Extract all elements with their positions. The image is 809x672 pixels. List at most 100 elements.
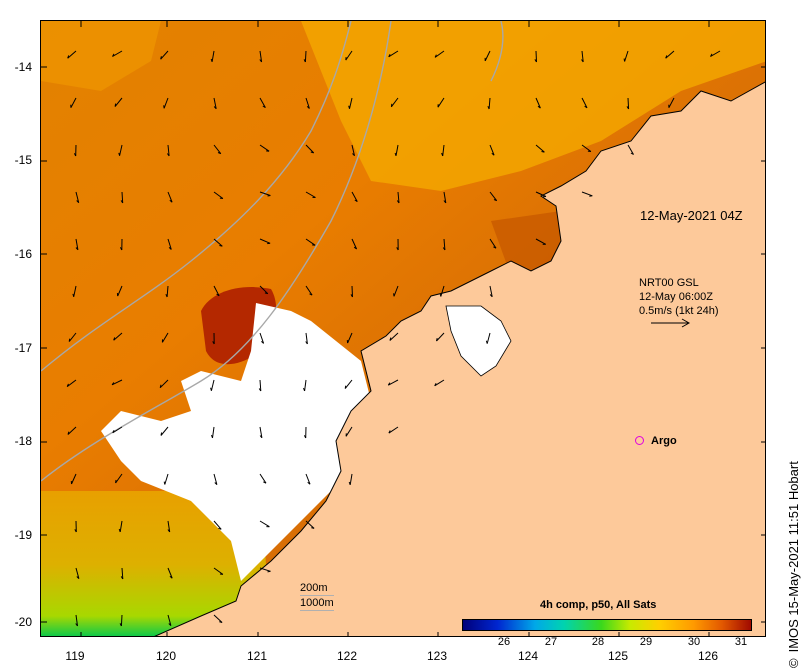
current-vector-head [165,294,168,298]
current-vector-head [589,195,593,197]
current-vector-arrow [393,285,399,297]
current-vector-arrow [121,191,124,204]
x-tick-label: 119 [65,649,85,663]
current-vector-head [354,199,358,203]
current-vector-arrow [710,50,721,57]
current-vector-arrow [345,50,353,61]
current-vector-arrow [259,520,270,528]
current-vector-head [348,105,350,109]
current-vector-arrow [486,332,491,344]
vector-product: NRT00 GSL [639,277,699,289]
current-vector-arrow [161,332,169,343]
current-vector-head [76,200,80,204]
current-vector-head [307,481,311,485]
current-vector-arrow [395,144,399,156]
current-vector-head [388,53,391,58]
colorbar-title: 4h comp, p50, All Sats [540,599,657,611]
current-vector-head [113,337,116,341]
current-vector-arrow [443,238,446,251]
patch-northwest [41,21,161,91]
current-vector-head [214,482,218,485]
x-tick-label: 126 [697,649,719,663]
argo-marker[interactable]: Argo [635,435,677,447]
current-vector-head [112,53,115,57]
current-vector-arrow [167,144,170,156]
current-vector-head [305,341,308,345]
current-vector-head [217,152,221,155]
current-vector-head [626,106,630,110]
current-vector-arrow [73,285,77,297]
current-vector-arrow [484,50,491,62]
inlet-cloud [445,305,512,377]
current-vectors [66,50,721,627]
y-tick-label: -15 [14,153,32,167]
current-vector-arrow [113,332,123,341]
current-vector-arrow [163,97,169,109]
depth-200m-label: 200m [300,582,334,596]
current-vector-arrow [212,426,215,438]
current-vector-head [389,337,392,341]
current-vector-arrow [167,238,172,250]
current-vector-arrow [259,97,266,108]
current-vector-arrow [70,97,77,108]
colorbar-tick: 28 [591,636,605,648]
y-tick-label: -17 [14,341,32,355]
current-vector-head [442,247,446,251]
depth-contour-1000m [41,21,392,482]
current-vector-arrow [436,332,445,342]
current-vector-head [396,200,400,204]
current-vector-arrow [259,50,263,62]
current-vector-arrow [121,567,124,580]
colorbar-tick: 29 [639,636,653,648]
current-vector-arrow [535,97,541,109]
depth-contour-200m [41,21,352,372]
current-vector-arrow [344,379,353,389]
sst-map[interactable] [40,20,766,637]
sst-map-canvas [41,21,765,636]
argo-label: Argo [651,435,677,447]
current-vector-arrow [488,97,491,110]
current-vector-arrow [112,50,123,57]
current-vector-arrow [75,191,80,203]
current-vector-head [168,247,172,250]
current-vector-arrow [304,379,307,391]
current-vector-head [119,623,122,627]
current-vector-head [487,106,490,110]
current-vector-arrow [213,238,223,247]
current-vector-head [219,245,223,247]
x-tick-label: 125 [607,649,629,663]
x-tick-label: 121 [246,649,268,663]
current-vector-head [350,294,353,298]
current-vector-head [394,152,397,156]
current-vector-arrow [75,614,78,626]
current-vector-arrow [259,473,267,484]
current-vector-head [119,247,123,251]
current-vector-arrow [71,473,77,485]
current-vector-arrow [115,473,123,484]
current-vector-arrow [305,97,310,109]
current-vector-arrow [210,379,215,391]
current-vector-head [534,59,537,63]
current-vector-head [66,383,69,387]
current-vector-head [353,246,357,250]
current-vector-head [581,59,584,63]
current-vector-arrow [581,50,584,62]
current-vector-head [111,382,115,386]
current-vector-head [120,576,124,580]
current-vector-head [219,621,223,623]
image-timestamp: 12-May-2021 04Z [640,208,743,223]
current-vector-arrow [351,191,358,202]
current-vector-head [210,387,212,391]
current-vector-head [76,576,80,579]
current-vector-arrow [259,238,271,244]
current-vector-arrow [627,144,634,155]
current-vector-arrow [213,97,217,109]
current-vector-arrow [114,97,123,107]
vector-time: 12-May 06:00Z [639,291,713,303]
current-vector-arrow [213,285,220,297]
current-vector-arrow [388,426,399,434]
current-vector-arrow [489,238,497,249]
current-vector-arrow [390,97,399,108]
current-vector-arrow [66,379,77,388]
current-vector-arrow [213,473,218,485]
